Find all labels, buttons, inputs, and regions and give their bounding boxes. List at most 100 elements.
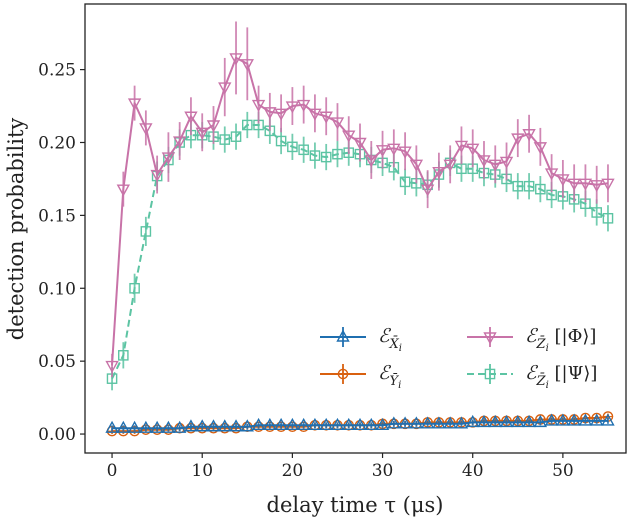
data-point	[240, 59, 254, 72]
data-point	[499, 414, 514, 428]
data-point	[206, 419, 221, 432]
data-point	[591, 207, 602, 218]
data-point	[274, 108, 288, 121]
data-point	[375, 417, 390, 431]
data-point	[556, 174, 570, 187]
data-point	[567, 178, 581, 191]
data-point	[535, 183, 546, 195]
data-point	[308, 417, 322, 431]
data-point	[195, 419, 209, 432]
series-0	[105, 413, 615, 433]
data-point	[601, 413, 615, 426]
legend-item-1: ℰȲi	[320, 362, 401, 391]
data-point	[398, 416, 412, 429]
data-point	[240, 419, 254, 432]
data-point	[229, 53, 243, 66]
data-point	[409, 416, 424, 429]
data-point	[251, 417, 266, 431]
data-point	[308, 108, 322, 121]
data-point	[139, 420, 153, 433]
data-point	[523, 180, 535, 192]
data-point	[488, 414, 502, 428]
data-point	[420, 184, 435, 197]
data-point	[127, 98, 142, 111]
legend-label: ℰZ̄i [|Φ⟩]	[525, 325, 596, 354]
data-point	[590, 180, 604, 193]
legend-item-0: ℰX̄i	[320, 325, 402, 354]
data-point	[127, 420, 142, 433]
data-point	[364, 155, 378, 168]
data-point	[184, 111, 198, 124]
data-point	[129, 282, 140, 294]
data-point	[320, 151, 332, 163]
data-point	[274, 417, 288, 431]
data-point	[432, 416, 446, 429]
x-axis-label: delay time τ (μs)	[267, 493, 444, 517]
data-point	[105, 420, 119, 433]
data-point	[309, 150, 321, 161]
data-point	[454, 416, 469, 429]
data-point	[353, 137, 367, 150]
x-tick-label: 10	[191, 461, 213, 481]
data-point	[229, 419, 243, 432]
data-point	[602, 212, 614, 224]
legend-label: ℰX̄i	[378, 325, 402, 354]
x-tick-label: 0	[107, 461, 118, 481]
x-tick-label: 20	[282, 461, 304, 481]
data-point	[105, 360, 119, 373]
data-point	[184, 419, 198, 432]
data-point	[556, 413, 570, 426]
legend-item-3: ℰZ̄i [|Ψ⟩]	[467, 362, 597, 391]
data-point	[477, 155, 491, 168]
data-point	[172, 420, 187, 433]
data-point	[567, 413, 581, 426]
data-point	[330, 117, 345, 130]
data-point	[375, 145, 390, 158]
data-point	[398, 146, 412, 159]
legend-label: ℰZ̄i [|Ψ⟩]	[525, 362, 597, 391]
x-axis: 0 10 20 30 40 50	[107, 453, 574, 481]
data-point	[140, 226, 152, 237]
data-point	[533, 142, 548, 155]
x-tick-label: 40	[462, 461, 484, 481]
legend-label: ℰȲi	[378, 362, 401, 391]
y-tick-label: 0.00	[38, 425, 76, 445]
data-point	[364, 417, 378, 431]
data-point	[488, 159, 502, 172]
data-point	[251, 99, 266, 113]
series-2	[105, 21, 615, 378]
data-point	[319, 111, 333, 124]
y-tick-label: 0.20	[38, 133, 76, 153]
data-point	[161, 420, 176, 433]
data-point	[590, 413, 604, 426]
data-point	[285, 101, 300, 114]
data-point	[219, 134, 231, 145]
data-point	[353, 417, 367, 431]
data-point	[466, 414, 480, 428]
data-point	[578, 413, 593, 426]
legend-item-2: ℰZ̄i [|Φ⟩]	[467, 325, 596, 354]
series-line	[111, 56, 609, 366]
data-point	[387, 143, 401, 156]
data-point	[263, 107, 277, 120]
data-point	[511, 414, 525, 428]
data-point	[116, 420, 131, 433]
data-point	[578, 178, 593, 191]
x-tick-label: 50	[552, 461, 574, 481]
data-point	[477, 414, 491, 428]
data-point	[285, 417, 300, 431]
data-point	[387, 416, 401, 429]
data-point	[218, 82, 232, 95]
y-axis-label: detection probability	[4, 118, 28, 341]
y-axis: 0.00 0.05 0.10 0.15 0.20 0.25	[38, 61, 85, 445]
data-point	[275, 135, 287, 147]
data-point	[399, 176, 411, 188]
data-point	[319, 417, 333, 431]
data-point	[454, 140, 469, 153]
legend: ℰX̄i ℰȲi ℰZ̄i [|Φ⟩] ℰZ̄i [|Ψ⟩]	[320, 325, 597, 391]
data-point	[150, 169, 164, 183]
data-point	[296, 99, 311, 113]
data-point	[161, 152, 176, 165]
data-point	[432, 166, 446, 180]
